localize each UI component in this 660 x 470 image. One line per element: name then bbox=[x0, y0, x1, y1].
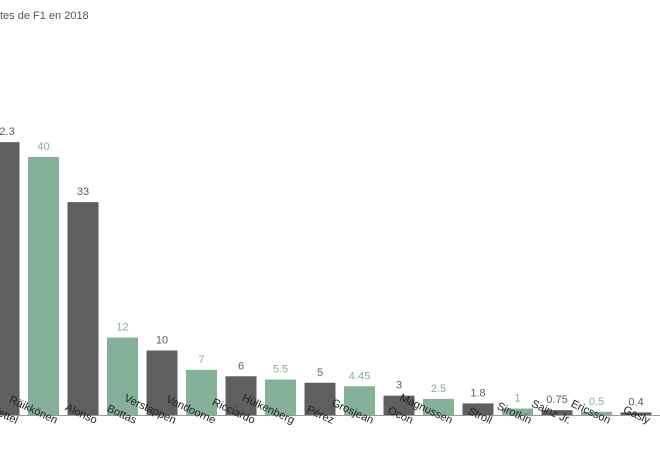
bar bbox=[225, 376, 257, 415]
bar bbox=[304, 382, 336, 415]
bar bbox=[28, 157, 59, 415]
value-label: 5 bbox=[317, 367, 323, 379]
bar bbox=[462, 403, 494, 415]
value-label: 4.45 bbox=[349, 370, 370, 382]
bar bbox=[146, 350, 178, 415]
bar bbox=[186, 369, 217, 415]
value-label: 0.4 bbox=[628, 396, 643, 408]
value-label: 3 bbox=[396, 380, 402, 392]
bar bbox=[265, 379, 296, 415]
value-label: 42.3 bbox=[0, 126, 15, 138]
bar bbox=[620, 412, 652, 415]
bar bbox=[423, 398, 454, 415]
bar bbox=[502, 408, 533, 415]
bar bbox=[107, 337, 138, 415]
bar bbox=[581, 411, 612, 415]
value-label: 2.5 bbox=[431, 383, 446, 395]
bar bbox=[383, 395, 415, 415]
value-label: 0.75 bbox=[546, 394, 567, 406]
value-label: 7 bbox=[198, 354, 204, 366]
bar bbox=[344, 386, 375, 415]
value-label: 33 bbox=[77, 186, 89, 198]
value-label: 40 bbox=[37, 141, 49, 153]
value-label: 10 bbox=[156, 335, 168, 347]
bar bbox=[67, 202, 99, 415]
value-label: 0.5 bbox=[589, 396, 604, 408]
value-label: 6 bbox=[238, 360, 244, 372]
value-label: 12 bbox=[116, 322, 128, 334]
bar bbox=[0, 142, 20, 416]
value-label: 5.5 bbox=[273, 364, 288, 376]
chart-title: tes de F1 en 2018 bbox=[0, 10, 89, 22]
bar bbox=[541, 410, 573, 415]
value-label: 1.8 bbox=[470, 387, 485, 399]
value-label: 1 bbox=[514, 393, 520, 405]
